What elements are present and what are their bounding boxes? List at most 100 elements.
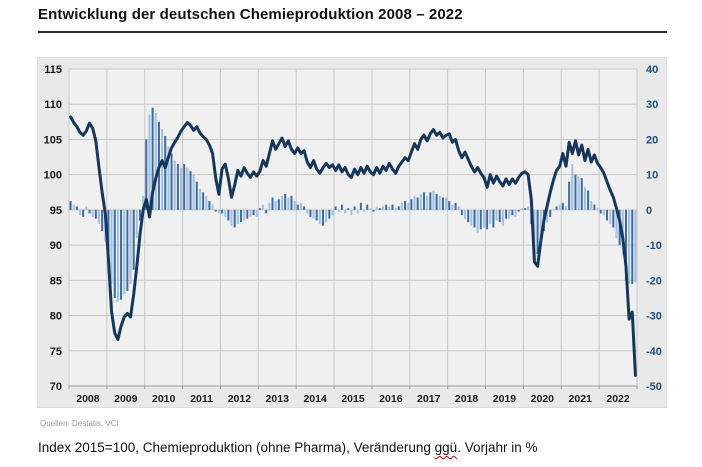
change-bar: [271, 197, 274, 210]
change-bar: [97, 209, 100, 224]
change-bar: [445, 197, 448, 210]
change-bar: [520, 208, 523, 210]
change-bar: [113, 209, 116, 298]
change-bar: [120, 209, 123, 300]
right-axis-label: 30: [646, 99, 658, 111]
x-axis-year-label: 2010: [152, 393, 176, 405]
change-bar: [593, 204, 596, 210]
change-bar: [173, 160, 176, 210]
change-bar: [561, 202, 564, 210]
change-bar: [217, 209, 220, 214]
change-bar: [596, 208, 599, 210]
change-bar: [612, 209, 615, 228]
change-bar: [583, 186, 586, 210]
change-bar: [139, 209, 141, 221]
change-bar: [432, 190, 435, 210]
chart-svg: 70 75 80 85 90 95 100 105 110 115 -50 -40 -30 -20 -10 0…: [44, 64, 662, 405]
x-axis-year-label: 2021: [569, 393, 593, 405]
change-bar: [549, 209, 552, 217]
index-line: [69, 115, 637, 377]
chart-panel: 70 75 80 85 90 95 100 105 110 115 -50 -40 -30 -20 -10 0…: [37, 57, 667, 408]
change-bar: [486, 209, 489, 230]
x-axis-year-label: 2008: [76, 393, 100, 405]
change-bar: [347, 208, 350, 210]
change-bar: [423, 192, 425, 210]
change-bar: [489, 209, 492, 224]
change-bar: [101, 209, 104, 232]
change-bar: [123, 209, 126, 295]
change-bar: [527, 206, 530, 210]
change-bar: [375, 206, 378, 210]
change-bar: [170, 153, 173, 210]
change-bar: [211, 204, 214, 210]
change-bar: [290, 195, 293, 210]
change-bar: [258, 208, 261, 210]
change-bar: [192, 174, 195, 210]
change-bar: [230, 209, 233, 226]
change-bar: [634, 209, 637, 283]
change-bar: [135, 209, 138, 239]
change-bar: [391, 204, 394, 210]
change-bar: [624, 209, 627, 281]
change-bar: [457, 206, 460, 210]
change-bar: [438, 195, 441, 210]
change-bar: [416, 197, 419, 210]
change-bar: [344, 209, 347, 214]
change-bar: [523, 208, 526, 210]
change-bar: [129, 209, 132, 284]
change-bar: [517, 209, 520, 212]
change-bar: [495, 209, 498, 221]
change-bar: [552, 209, 555, 211]
change-bar: [369, 208, 372, 210]
change-bar: [296, 204, 299, 210]
change-bar: [571, 164, 574, 210]
change-bar: [482, 209, 485, 228]
change-bar: [262, 204, 265, 210]
change-bar: [536, 209, 539, 254]
change-bar: [372, 209, 375, 212]
change-bar: [590, 201, 593, 210]
change-bar: [479, 209, 482, 230]
change-bar: [394, 208, 397, 210]
change-bar: [161, 128, 164, 210]
change-bar: [110, 209, 113, 284]
right-axis-label: 40: [646, 64, 658, 76]
change-bar: [407, 202, 410, 210]
change-bar: [337, 209, 340, 212]
change-bar: [353, 206, 356, 210]
change-bar: [322, 209, 325, 226]
change-bar: [334, 206, 337, 210]
change-bar: [315, 209, 318, 221]
change-bar: [580, 178, 583, 210]
change-bar: [501, 209, 504, 226]
change-bar: [214, 209, 217, 212]
change-bar: [287, 197, 290, 210]
change-bar: [363, 209, 366, 212]
change-bar: [306, 209, 309, 214]
left-axis-label: 110: [44, 99, 62, 111]
change-bar: [132, 209, 135, 270]
x-axis-year-label: 2011: [190, 393, 213, 405]
change-bar: [107, 209, 110, 263]
change-bar: [454, 202, 457, 210]
change-bar: [381, 206, 384, 210]
change-bar: [340, 204, 343, 210]
change-bar: [464, 209, 467, 219]
change-bar: [325, 209, 328, 223]
right-axis-label: -30: [646, 311, 662, 323]
change-bar: [426, 195, 429, 210]
change-bar: [243, 209, 246, 221]
change-bar: [451, 204, 454, 210]
change-bar: [299, 202, 302, 210]
left-axis-label: 70: [50, 381, 62, 393]
change-bar: [145, 139, 148, 210]
change-bar: [88, 209, 91, 214]
change-bar: [467, 209, 470, 223]
change-bar: [202, 192, 205, 210]
change-bar: [277, 199, 280, 210]
left-axis-label: 95: [50, 205, 62, 217]
change-bar: [400, 202, 403, 210]
change-bar: [514, 209, 517, 217]
change-bar: [183, 164, 186, 210]
change-bar: [565, 206, 567, 210]
